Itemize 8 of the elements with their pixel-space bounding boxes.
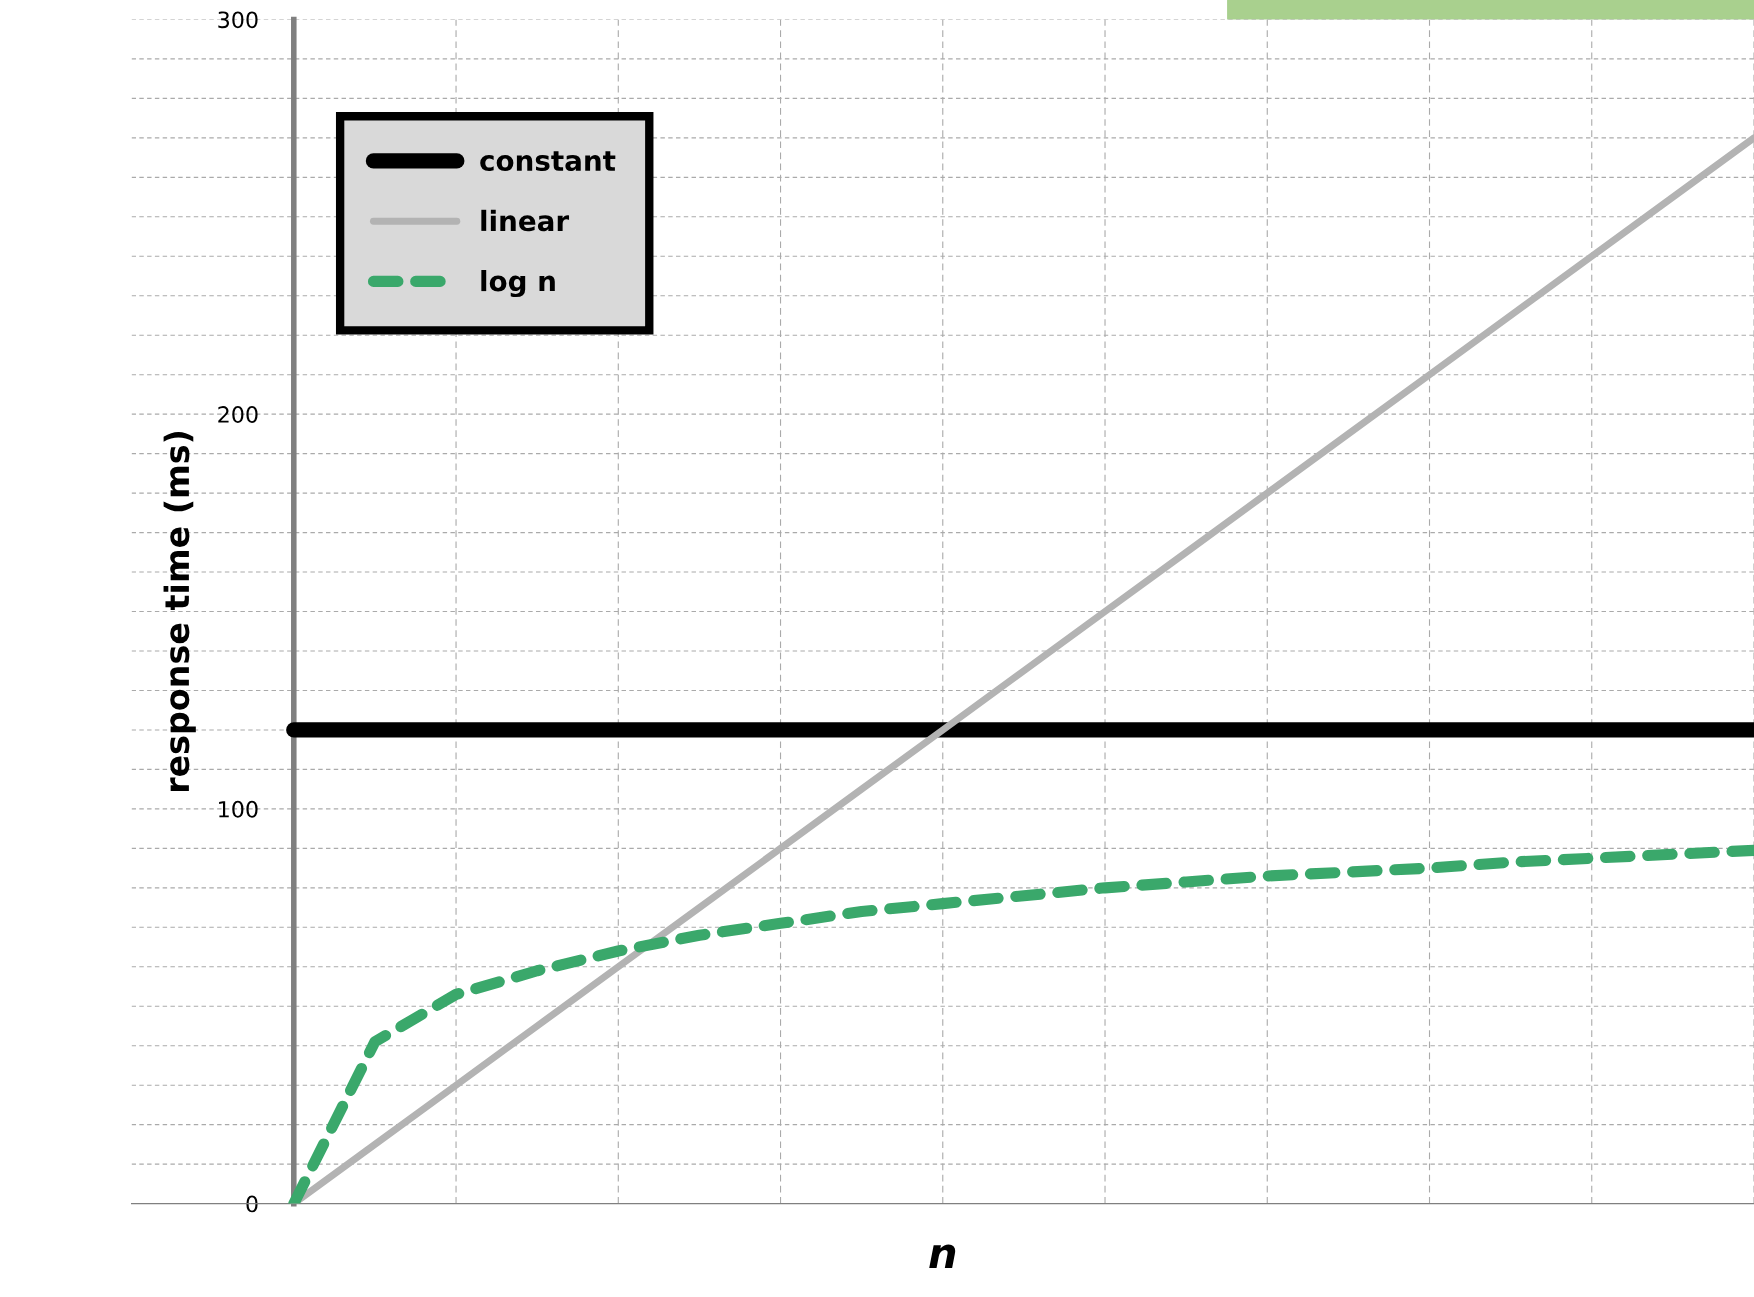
y-axis-title: response time (ms) bbox=[163, 432, 196, 792]
y-tick-label: 300 bbox=[218, 11, 258, 29]
y-tick-label: 200 bbox=[218, 406, 258, 423]
legend-label: log n bbox=[481, 270, 555, 298]
legend-label: constant bbox=[480, 151, 616, 172]
y-tick-label: 100 bbox=[219, 800, 258, 818]
x-axis-title: n bbox=[929, 1244, 956, 1268]
legend-label: linear bbox=[481, 209, 570, 232]
